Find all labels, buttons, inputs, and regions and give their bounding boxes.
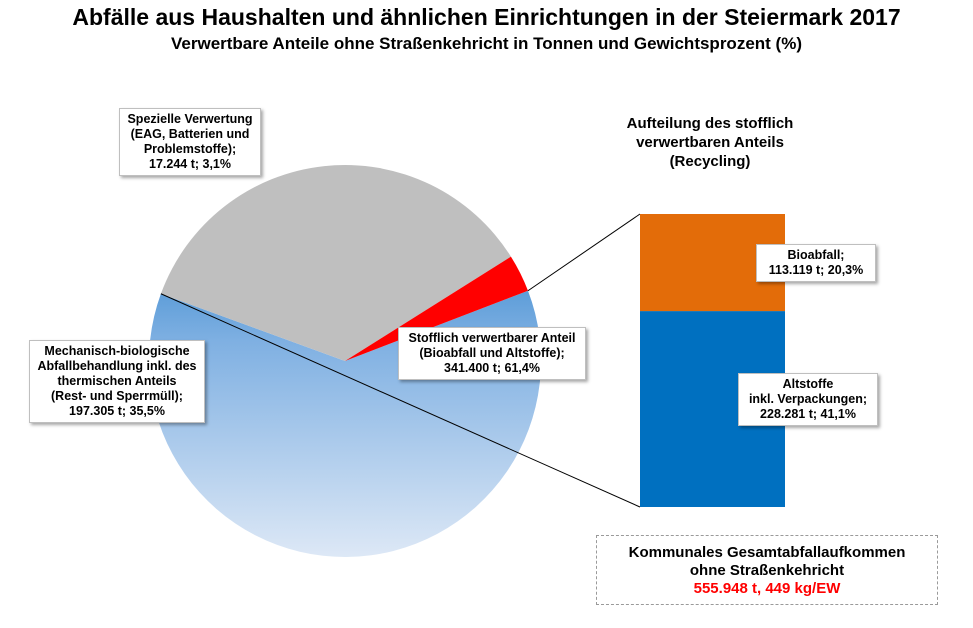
connector-line-1 — [160, 293, 641, 508]
bar-chart-title: Aufteilung des stofflich verwertbaren An… — [626, 115, 794, 170]
total-summary-box: Kommunales Gesamtabfallaufkommen ohne St… — [596, 535, 938, 605]
data-label-bioabfall: Bioabfall; 113.119 t; 20,3% — [756, 244, 876, 282]
chart-title: Abfälle aus Haushalten und ähnlichen Ein… — [72, 4, 901, 30]
total-value: 555.948 t, 449 kg/EW — [693, 580, 841, 597]
total-line-1: Kommunales Gesamtabfallaufkommen — [628, 544, 906, 561]
pie-slice-2 — [345, 256, 528, 361]
pie-slice-1 — [160, 164, 511, 361]
data-label-stofflich-verwertbar: Stofflich verwertbarer Anteil (Bioabfall… — [398, 327, 586, 380]
data-label-mechanisch-biologische: Mechanisch-biologische Abfallbehandlung … — [29, 340, 205, 423]
pie-to-bar-connectors — [160, 213, 641, 508]
connector-line-0 — [527, 213, 641, 292]
chart-subtitle: Verwertbare Anteile ohne Straßenkehricht… — [171, 34, 802, 53]
data-label-spezielle-verwertung: Spezielle Verwertung (EAG, Batterien und… — [119, 108, 261, 176]
data-label-altstoffe: Altstoffe inkl. Verpackungen; 228.281 t;… — [738, 373, 878, 426]
total-line-2: ohne Straßenkehricht — [689, 562, 845, 579]
